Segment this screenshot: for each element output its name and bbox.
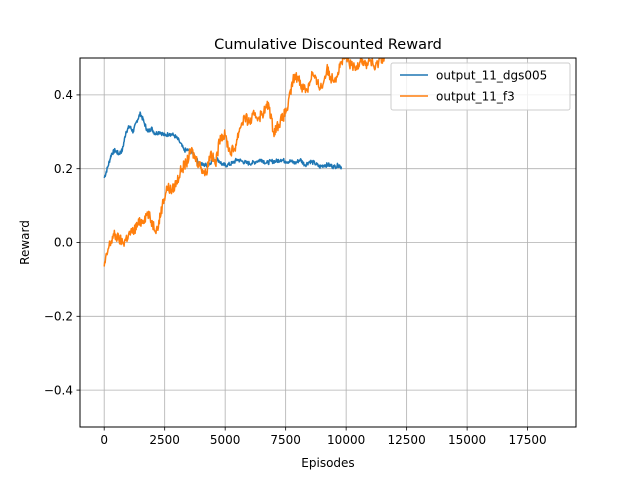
legend-label-output-11-dgs005: output_11_dgs005 [436, 69, 547, 83]
x-tick-label: 5000 [210, 433, 241, 447]
x-axis-label: Episodes [301, 456, 354, 470]
x-tick-label: 7500 [270, 433, 301, 447]
x-tick-label: 10000 [327, 433, 365, 447]
x-tick-label: 2500 [149, 433, 180, 447]
y-tick-label: 0.4 [54, 88, 73, 102]
x-tick-label: 17500 [509, 433, 547, 447]
legend: output_11_dgs005 output_11_f3 [390, 62, 571, 111]
legend-label-output-11-f3: output_11_f3 [436, 90, 515, 104]
y-axis-label: Reward [18, 220, 32, 265]
legend-box [390, 62, 571, 111]
tick-layer: 0 2500 5000 7500 10000 12500 15000 17500 −0.4 −0.… [44, 88, 547, 447]
chart-title: Cumulative Discounted Reward [214, 37, 442, 53]
grid-lines [80, 58, 576, 427]
series-layer [103, 58, 385, 267]
x-tick-label: 15000 [448, 433, 486, 447]
y-tick-label: 0.2 [54, 162, 73, 176]
y-tick-label: 0.0 [54, 236, 73, 250]
x-tick-label: 12500 [388, 433, 426, 447]
x-tick-label: 0 [100, 433, 108, 447]
series-line-output-11-f3 [103, 58, 385, 267]
y-tick-label: −0.2 [44, 310, 73, 324]
y-tick-label: −0.4 [44, 383, 73, 397]
